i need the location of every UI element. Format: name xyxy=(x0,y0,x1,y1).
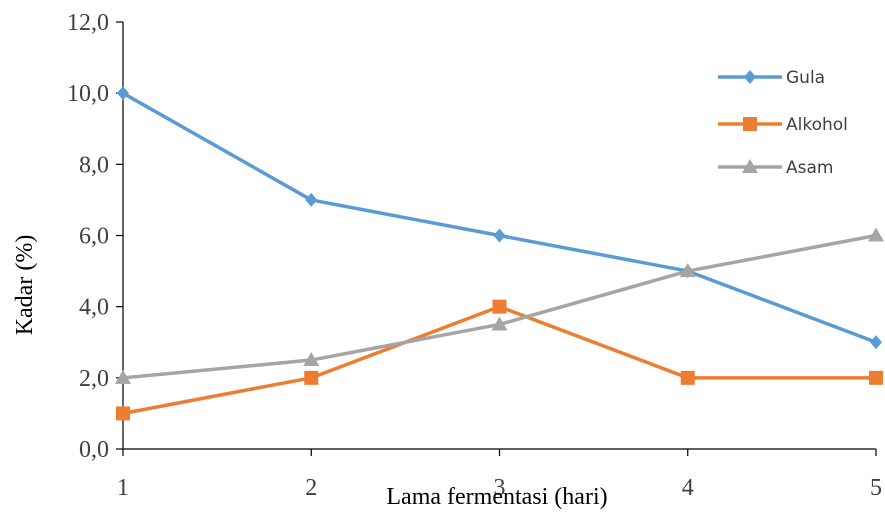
y-tick-label: 0,0 xyxy=(79,437,109,463)
data-point-gula xyxy=(305,192,318,207)
legend-item-gula: Gula xyxy=(718,68,825,88)
data-point-gula xyxy=(493,228,506,243)
y-axis-title: Kadar (%) xyxy=(12,235,38,336)
y-tick-label: 6,0 xyxy=(79,224,109,250)
legend-label: Alkohol xyxy=(786,115,848,135)
legend-item-asam: Asam xyxy=(718,158,833,178)
x-ticks: 1 2 3 4 5 xyxy=(117,449,882,501)
legend-label: Asam xyxy=(786,158,833,178)
data-point-asam xyxy=(491,316,508,331)
x-tick-label: 1 xyxy=(117,475,129,501)
data-point-gula xyxy=(117,86,129,101)
legend-marker xyxy=(744,70,756,84)
y-tick-label: 12,0 xyxy=(67,10,109,36)
x-tick-label: 2 xyxy=(305,475,317,501)
data-point-asam xyxy=(679,263,696,278)
legend-item-alkohol: Alkohol xyxy=(718,115,848,135)
series-layer xyxy=(115,86,884,421)
x-axis-title: Lama fermentasi (hari) xyxy=(386,484,607,510)
x-tick-label: 4 xyxy=(682,475,694,501)
data-point-alkohol xyxy=(492,299,507,314)
y-tick-label: 8,0 xyxy=(79,152,109,178)
legend-marker xyxy=(743,117,757,131)
y-tick-label: 10,0 xyxy=(67,81,109,107)
data-point-alkohol xyxy=(116,406,130,421)
data-point-asam xyxy=(115,369,131,384)
data-point-gula xyxy=(870,335,882,350)
y-tick-label: 2,0 xyxy=(79,366,109,392)
x-tick-label: 3 xyxy=(494,475,506,501)
legend: Gula Alkohol Asam xyxy=(718,68,848,178)
series-alkohol xyxy=(116,299,883,421)
data-point-alkohol xyxy=(869,370,883,385)
data-point-alkohol xyxy=(680,370,695,385)
y-tick-label: 4,0 xyxy=(79,295,109,321)
series-asam xyxy=(115,227,884,384)
x-tick-label: 5 xyxy=(870,475,882,501)
y-ticks: 0,0 2,0 4,0 6,0 8,0 10,0 12,0 xyxy=(67,10,123,463)
data-point-asam xyxy=(303,352,320,367)
legend-label: Gula xyxy=(786,68,825,88)
legend-marker xyxy=(742,159,758,173)
data-point-asam xyxy=(868,227,884,242)
data-point-alkohol xyxy=(304,370,319,385)
